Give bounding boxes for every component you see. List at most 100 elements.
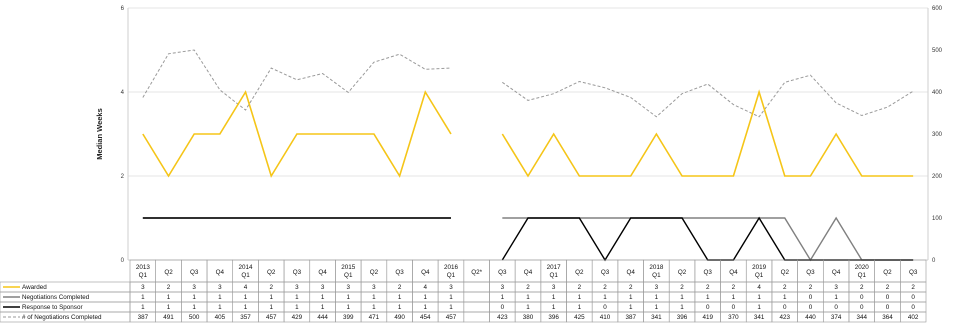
legend-entry: Negotiations Completed [22,294,90,301]
data-label: 2 [603,284,607,291]
data-label: 0 [911,304,915,311]
data-label: 1 [629,294,633,301]
data-label: 2 [578,284,582,291]
left-tick-label: 2 [121,174,125,180]
data-label: 0 [860,294,864,301]
table-cell [464,312,490,322]
series-line-of-negotiations-completed [502,75,913,117]
data-label: 1 [347,294,351,301]
category-quarter-label: Q4 [421,269,430,276]
data-label: 1 [655,294,659,301]
data-label: 471 [369,314,380,321]
data-label: 1 [706,294,710,301]
left-tick-label: 4 [121,90,125,96]
data-label: 1 [680,304,684,311]
data-label: 405 [215,314,226,321]
data-label: 429 [292,314,303,321]
category-quarter-label: Q2 [781,269,790,276]
data-label: 410 [600,314,611,321]
category-quarter-label: Q1 [241,272,250,279]
category-quarter-label: Q2 [370,269,379,276]
data-label: 3 [192,284,196,291]
data-label: 1 [269,294,273,301]
data-label: 440 [805,314,816,321]
data-label: 1 [141,294,145,301]
data-label: 1 [295,294,299,301]
data-label: 0 [860,304,864,311]
data-label: 3 [141,284,145,291]
data-label: 1 [578,304,582,311]
data-label: 2 [167,284,171,291]
data-label: 1 [321,304,325,311]
data-label: 357 [240,314,251,321]
data-label: 454 [420,314,431,321]
category-quarter-label: Q2 [883,269,892,276]
right-tick-label: 300 [932,132,943,138]
series-lines [143,50,913,260]
series-line-negotiations-completed [502,218,913,260]
category-year-label: 2015 [341,264,356,271]
category-year-label: 2020 [855,264,870,271]
category-quarter-label: Q2 [678,269,687,276]
table-cell [464,302,490,312]
data-label: 1 [244,294,248,301]
series-line-of-negotiations-completed [143,50,451,110]
data-label: 1 [192,304,196,311]
legend-entry: Response to Sponsor [22,304,83,311]
right-tick-label: 400 [932,90,943,96]
data-label: 419 [702,314,713,321]
y-axis-label: Median Weeks [95,108,104,160]
data-label: 2 [911,284,915,291]
right-tick-label: 500 [932,48,943,54]
category-quarter-label: Q3 [498,269,507,276]
plot-gridlines [128,8,928,176]
data-label: 2 [809,284,813,291]
data-label: 3 [834,284,838,291]
category-year-label: 2017 [547,264,562,271]
data-label: 1 [757,304,761,311]
data-label: 344 [857,314,868,321]
data-label: 0 [834,304,838,311]
data-label: 3 [295,284,299,291]
data-label: 1 [680,294,684,301]
right-tick-label: 0 [932,258,936,264]
series-line-awarded [143,92,451,176]
data-label: 399 [343,314,354,321]
category-quarter-label: Q1 [858,272,867,279]
series-line-response-to-sponsor [502,218,913,260]
data-label: 491 [163,314,174,321]
category-quarter-label: Q1 [139,272,148,279]
data-label: 1 [321,294,325,301]
data-label: 1 [218,304,222,311]
data-label: 2 [706,284,710,291]
data-label: 1 [167,304,171,311]
data-label: 387 [625,314,636,321]
data-label: 2 [783,284,787,291]
data-label: 1 [757,294,761,301]
data-label: 4 [757,284,761,291]
data-label: 3 [449,284,453,291]
plot-axes [128,8,928,260]
category-quarter-label: Q3 [395,269,404,276]
data-label: 3 [552,284,556,291]
data-label: 1 [372,304,376,311]
data-label: 2 [680,284,684,291]
category-year-label: 2013 [136,264,151,271]
data-label: 3 [321,284,325,291]
category-quarter-label: Q4 [832,269,841,276]
category-quarter-label: Q3 [704,269,713,276]
data-label: 2 [860,284,864,291]
category-quarter-label: Q4 [627,269,636,276]
data-label: 1 [526,294,530,301]
data-label: 396 [548,314,559,321]
data-label: 0 [603,304,607,311]
category-year-label: 2014 [239,264,254,271]
right-tick-label: 600 [932,6,943,12]
data-label: 1 [398,304,402,311]
data-label: 387 [138,314,149,321]
data-label: 1 [501,294,505,301]
data-label: 1 [449,304,453,311]
category-quarter-label: Q1 [344,272,353,279]
